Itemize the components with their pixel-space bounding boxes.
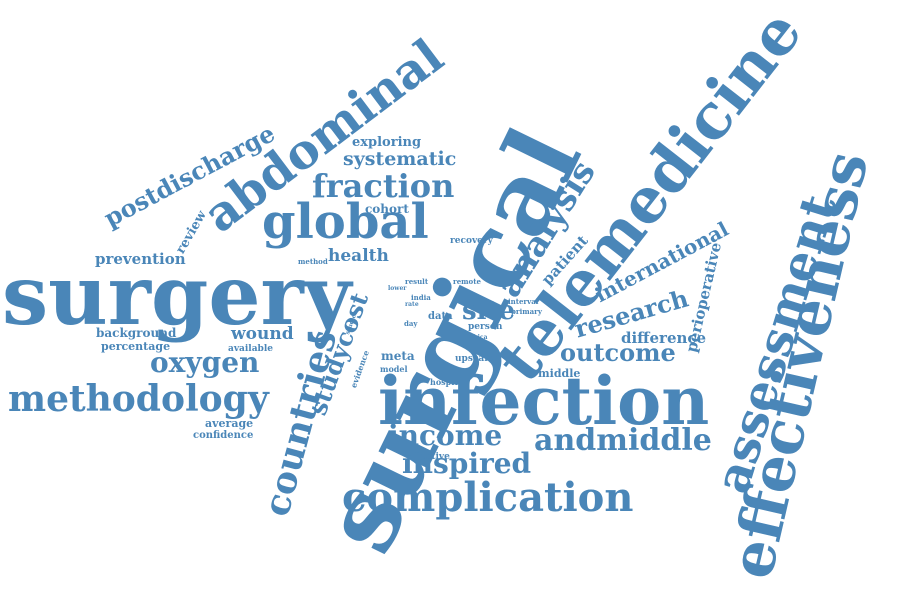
word-percentage: percentage [101,340,171,353]
word-income: income [388,419,503,452]
word-primary: primary [511,307,542,316]
word-method: method [298,257,328,266]
word-rate: rate [405,301,419,308]
word-cohort: cohort [365,202,409,216]
word-lower: lower [388,285,407,292]
word-infection: infection [378,362,710,440]
word-india: india [411,293,431,302]
word-prevention: prevention [95,250,186,268]
word-day: day [404,319,418,328]
word-interval: interval [508,297,539,306]
word-confidence: confidence [193,430,254,441]
word-difference: difference [621,329,707,347]
word-site: site [462,296,516,326]
word-hospital: hospital [430,377,467,387]
word-methodology: methodology [8,378,269,420]
word-outcome: outcome [560,338,676,367]
word-africa: africa [468,334,488,341]
word-average: average [205,417,254,430]
word-person: person [468,322,503,332]
word-upscaled: upscaled [455,354,500,364]
word-available: available [228,344,273,354]
word-model: model [380,364,408,374]
word-systematic: systematic [343,148,457,170]
word-meta: meta [381,349,415,363]
word-remote: remote [453,277,481,286]
word-inspired: inspired [402,447,532,480]
word-wound: wound [231,324,294,344]
word-complication: complication [342,474,634,521]
word-data: data [428,311,453,322]
word-fraction: fraction [312,167,455,205]
word-surgery: surgery [2,248,352,344]
word-effective: effective [407,452,450,462]
word-health: health [328,246,389,266]
word-andmiddle: andmiddle [534,423,712,458]
word-oxygen: oxygen [150,346,260,379]
word-global: global [262,194,429,250]
word-result: result [405,277,429,286]
word-recovery: recovery [450,236,493,246]
word-middle: middle [538,367,581,380]
word-background: background [96,326,177,340]
word-exploring: exploring [352,135,422,150]
